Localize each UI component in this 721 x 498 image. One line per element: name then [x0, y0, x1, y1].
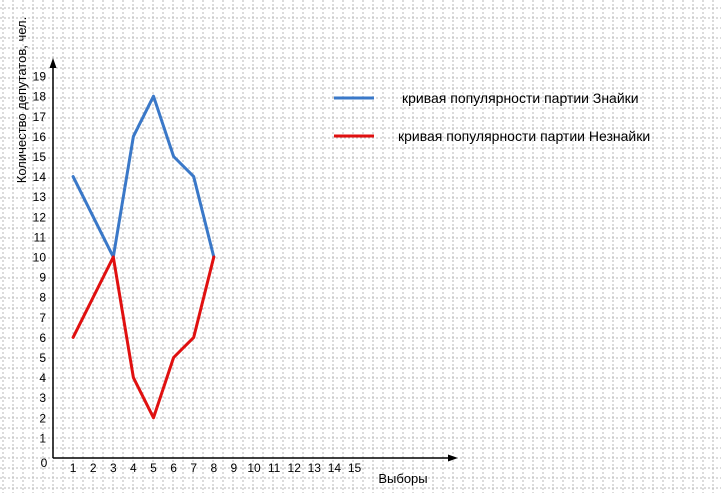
y-tick-label: 6 [39, 331, 46, 345]
y-tick-label: 5 [39, 351, 46, 365]
x-tick-label: 3 [110, 461, 117, 475]
x-tick-label: 6 [170, 461, 177, 475]
y-tick-label: 2 [39, 411, 46, 425]
x-tick-label: 12 [288, 461, 302, 475]
y-tick-label: 11 [34, 230, 47, 244]
y-tick-label: 10 [33, 251, 47, 265]
axes [49, 58, 458, 462]
y-axis-title: Количество депутатов, чел. [14, 17, 29, 183]
x-tick-label: 9 [231, 461, 238, 475]
y-tick-label: 4 [39, 371, 46, 385]
x-tick-label: 5 [150, 461, 157, 475]
y-axis-arrow [49, 58, 57, 68]
x-axis-title: Выборы [378, 471, 427, 486]
x-tick-label: 7 [190, 461, 197, 475]
y-tick-label: 1 [39, 431, 46, 445]
y-tick-label: 8 [39, 291, 46, 305]
x-axis-arrow [448, 454, 458, 462]
y-tick-label: 15 [33, 150, 47, 164]
y-tick-label: 16 [33, 130, 47, 144]
x-tick-label: 1 [70, 461, 77, 475]
x-tick-label: 2 [90, 461, 97, 475]
y-tick-label: 9 [39, 271, 46, 285]
legend-label: кривая популярности партии Знайки [402, 90, 639, 106]
x-tick-label: 15 [348, 461, 362, 475]
x-tick-label: 4 [130, 461, 137, 475]
legend: кривая популярности партии Знайки кривая … [334, 90, 650, 144]
series-line-neznayka [71, 255, 216, 420]
y-tick-label: 19 [33, 70, 47, 84]
x-tick-label: 8 [210, 461, 217, 475]
y-tick-label: 18 [33, 90, 47, 104]
x-tick-label: 10 [247, 461, 261, 475]
y-tick-label: 13 [33, 190, 47, 204]
x-tick-label: 14 [328, 461, 342, 475]
y-tick-label: 3 [39, 391, 46, 405]
y-tick-label: 17 [33, 110, 47, 124]
origin-label: 0 [41, 456, 48, 470]
y-tick-label: 7 [39, 311, 46, 325]
legend-label: кривая популярности партии Незнайки [398, 128, 650, 144]
y-tick-label: 12 [33, 210, 47, 224]
x-tick-label: 13 [308, 461, 322, 475]
tick-labels: 0 1 2 3 4 5 6 7 8 9 10 11 12 13 14 15123456789101112131… [14, 17, 428, 486]
series-lines [71, 94, 216, 420]
x-tick-label: 11 [268, 461, 281, 475]
y-tick-label: 14 [33, 170, 47, 184]
